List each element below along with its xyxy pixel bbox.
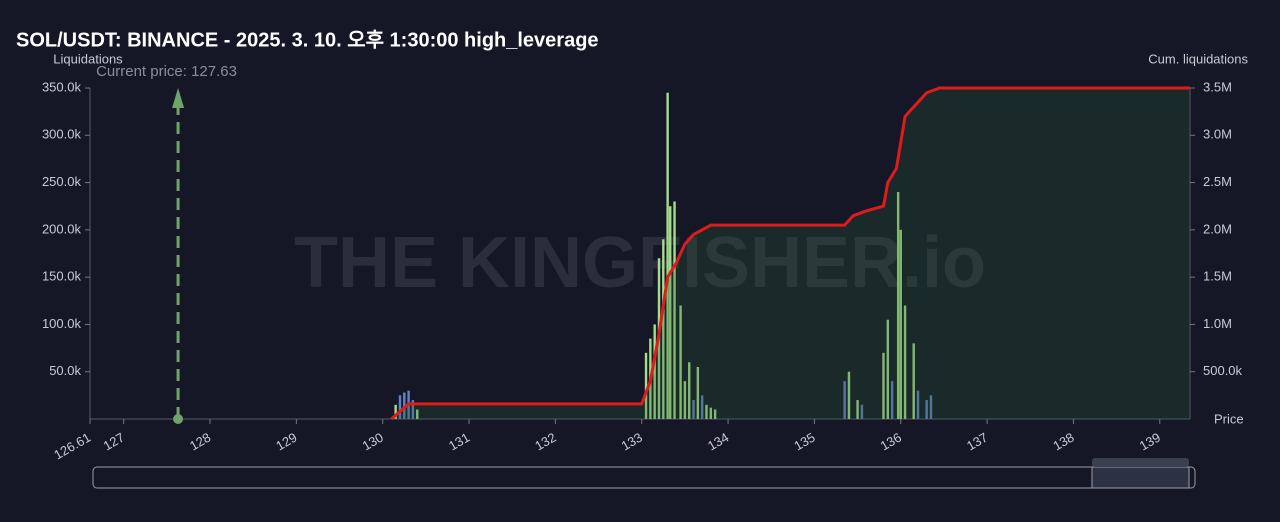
- scrollbar-thumb[interactable]: [1091, 466, 1190, 489]
- bar: [662, 239, 665, 419]
- bar: [679, 305, 682, 419]
- y-tick-label: 50.0k: [49, 363, 81, 378]
- bar: [860, 404, 864, 419]
- x-tick-label: 132: [532, 430, 558, 454]
- y-tick-label: 150.0k: [42, 269, 82, 284]
- bar: [886, 319, 890, 419]
- y-tick-label: 250.0k: [42, 174, 82, 189]
- x-tick-label: 137: [964, 430, 990, 454]
- bar: [398, 395, 402, 419]
- x-tick-label: 135: [791, 430, 817, 454]
- x-tick-label: 138: [1050, 430, 1076, 454]
- bar: [705, 404, 708, 419]
- current-price-arrow: [172, 88, 185, 108]
- y2-tick-label: 1.0M: [1203, 316, 1232, 331]
- chart-title: SOL/USDT: BINANCE - 2025. 3. 10. 오후 1:30…: [16, 28, 599, 51]
- y2-tick-label: 2.5M: [1203, 174, 1232, 189]
- x-tick-label: 136: [878, 430, 904, 454]
- bar: [882, 352, 885, 419]
- bar: [929, 395, 933, 419]
- current-price-dot: [173, 414, 184, 424]
- bar: [696, 366, 700, 419]
- bar: [673, 201, 676, 419]
- bar: [688, 362, 691, 419]
- y2-axis-label: Cum. liquidations: [1148, 51, 1248, 66]
- bar: [847, 371, 851, 419]
- x-axis-label: Price: [1214, 411, 1244, 426]
- bar: [411, 400, 415, 419]
- x-tick-label: 139: [1137, 430, 1163, 454]
- bar: [899, 229, 902, 419]
- bar: [856, 400, 859, 419]
- x-tick-label: 129: [273, 430, 299, 454]
- scrollbar-handle[interactable]: [1092, 458, 1189, 467]
- bar: [700, 395, 704, 419]
- bar: [709, 407, 713, 419]
- bar: [843, 381, 846, 419]
- x-tick-label: 134: [705, 430, 731, 454]
- y-tick-label: 300.0k: [42, 127, 82, 142]
- current-price-label: Current price: 127.63: [96, 63, 237, 80]
- y-tick-label: 350.0k: [42, 79, 82, 94]
- cum-area: [391, 88, 1191, 419]
- watermark: THE KINGFISHER.io: [294, 223, 986, 303]
- y2-tick-label: 3.5M: [1203, 79, 1232, 94]
- scrollbar[interactable]: [92, 466, 1196, 489]
- bar: [416, 409, 419, 419]
- y2-tick-label: 500.0k: [1203, 363, 1243, 378]
- y-tick-label: 100.0k: [42, 316, 82, 331]
- x-tick-label: 127: [101, 430, 127, 454]
- bar: [916, 390, 920, 419]
- bar: [890, 381, 894, 419]
- y-tick-label: 200.0k: [42, 221, 82, 236]
- bar: [644, 352, 648, 419]
- x-tick-label: 131: [446, 430, 472, 454]
- y2-tick-label: 1.5M: [1203, 269, 1232, 284]
- bar: [692, 400, 695, 419]
- y-axis-label: Liquidations: [53, 51, 123, 66]
- bar: [653, 324, 656, 419]
- y2-tick-label: 3.0M: [1203, 127, 1232, 142]
- cum-line: [390, 86, 1190, 421]
- x-tick-label: 128: [187, 430, 213, 454]
- bar: [903, 305, 907, 419]
- bar: [669, 206, 672, 419]
- bar: [896, 192, 900, 419]
- bar: [683, 381, 687, 419]
- bar: [912, 343, 915, 419]
- x-tick-label: 126.61: [51, 430, 93, 463]
- x-tick-label: 130: [360, 430, 386, 454]
- y2-tick-label: 2.0M: [1203, 221, 1232, 236]
- bar: [394, 404, 397, 419]
- x-tick-label: 133: [619, 430, 645, 454]
- bar: [713, 409, 717, 419]
- bar: [666, 92, 669, 419]
- bar: [925, 400, 928, 419]
